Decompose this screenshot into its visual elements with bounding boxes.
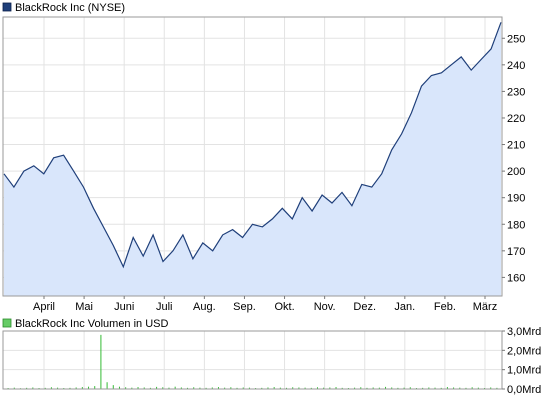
price-y-axis: 160 170 180 190 200 210 220 230 240 250 xyxy=(502,33,525,284)
price-y-tick-label: 210 xyxy=(507,140,525,152)
green-square-icon xyxy=(2,318,12,328)
price-area xyxy=(4,22,501,297)
volume-chart-title: BlackRock Inc Volumen in USD xyxy=(15,318,169,330)
price-x-tick-label: Nov. xyxy=(314,301,336,313)
price-y-tick-label: 160 xyxy=(507,272,525,284)
price-panel-frame xyxy=(2,16,503,297)
price-x-tick-label: Feb. xyxy=(434,301,456,313)
volume-y-tick-label: 2,0Mrd xyxy=(507,345,541,357)
price-y-tick-label: 200 xyxy=(507,166,525,178)
price-x-tick-label: Juli xyxy=(156,301,173,313)
price-y-tick-label: 190 xyxy=(507,193,525,205)
volume-grid xyxy=(3,330,502,390)
volume-y-tick-label: 0,0Mrd xyxy=(507,384,541,396)
price-x-tick-label: April xyxy=(33,301,55,313)
price-x-tick-label: Dez. xyxy=(353,301,376,313)
price-x-tick-label: Okt. xyxy=(274,301,294,313)
price-x-tick-label: Jan. xyxy=(394,301,415,313)
price-chart-title: BlackRock Inc (NYSE) xyxy=(15,2,125,14)
price-y-tick-label: 180 xyxy=(507,219,525,231)
price-x-tick-label: Aug. xyxy=(193,301,216,313)
price-y-tick-label: 250 xyxy=(507,33,525,45)
price-x-tick-label: Mai xyxy=(75,301,93,313)
price-x-tick-label: Sep. xyxy=(233,301,256,313)
price-x-axis: April Mai Juni Juli Aug. Sep. Okt. Nov. Dez. Jan.… xyxy=(33,296,497,313)
volume-y-tick-label: 1,0Mrd xyxy=(507,365,541,377)
price-x-tick-label: Juni xyxy=(114,301,134,313)
price-y-tick-label: 240 xyxy=(507,60,525,72)
price-y-tick-label: 220 xyxy=(507,113,525,125)
volume-panel-frame xyxy=(2,330,503,390)
volume-y-tick-label: 3,0Mrd xyxy=(507,326,541,338)
price-x-tick-label: März xyxy=(473,301,497,313)
price-y-tick-label: 230 xyxy=(507,86,525,98)
volume-bars xyxy=(7,334,498,389)
price-y-tick-label: 170 xyxy=(507,246,525,258)
price-line xyxy=(3,22,502,269)
navy-square-icon xyxy=(2,2,12,12)
volume-y-axis: 0,0Mrd 1,0Mrd 2,0Mrd 3,0Mrd xyxy=(502,326,541,396)
